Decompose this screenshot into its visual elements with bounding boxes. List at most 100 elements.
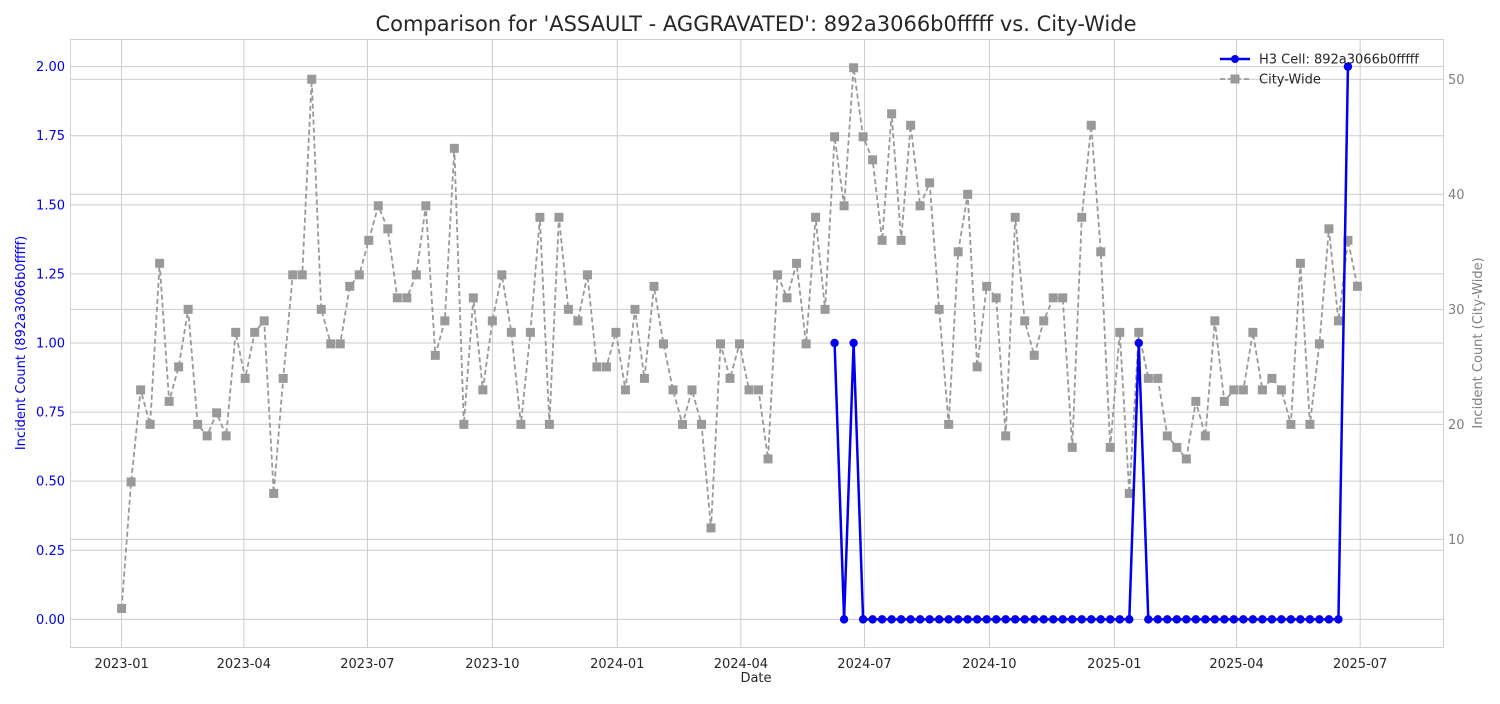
city-wide-point — [592, 362, 602, 372]
cell-point — [887, 615, 896, 624]
legend-city-marker — [1230, 74, 1240, 84]
cell-point — [1191, 615, 1201, 624]
cell-point — [1315, 615, 1324, 624]
right-y-tick-label: 40 — [1448, 188, 1465, 203]
city-wide-point — [915, 201, 925, 211]
city-wide-point — [849, 63, 859, 73]
city-wide-point — [744, 385, 754, 395]
cell-point — [1001, 615, 1010, 624]
city-wide-point — [117, 603, 127, 613]
city-wide-point — [1200, 431, 1210, 441]
city-wide-point — [373, 201, 383, 211]
x-tick-label: 2023-01 — [94, 657, 148, 672]
city-wide-point — [449, 143, 459, 153]
city-wide-point — [858, 132, 868, 142]
legend-cell-marker — [1231, 55, 1239, 63]
cell-point — [1163, 615, 1172, 624]
city-wide-point — [877, 235, 887, 245]
city-wide-point — [1115, 327, 1125, 337]
cell-series — [830, 62, 1353, 624]
city-wide-point — [896, 235, 906, 245]
city-wide-point — [639, 373, 649, 383]
city-wide-point — [963, 189, 973, 199]
city-wide-point — [459, 419, 469, 429]
x-axis-label: Date — [740, 671, 771, 686]
city-wide-point — [1067, 442, 1077, 452]
city-wide-point — [126, 477, 136, 487]
cell-point — [1172, 615, 1182, 624]
cell-point — [1305, 615, 1315, 624]
city-wide-point — [1229, 385, 1239, 395]
left-y-tick-label: 0.75 — [36, 406, 65, 421]
cell-point — [1134, 338, 1143, 348]
city-wide-point — [259, 316, 269, 326]
city-wide-point — [506, 327, 516, 337]
cell-point — [896, 615, 906, 624]
city-wide-point — [754, 385, 764, 395]
city-wide-point — [1352, 281, 1362, 291]
left-y-tick-label: 0.50 — [36, 475, 65, 490]
cell-point — [1334, 615, 1343, 624]
left-y-tick-label: 1.75 — [36, 129, 65, 144]
x-tick-label: 2024-07 — [837, 657, 891, 672]
cell-point — [925, 615, 934, 624]
city-wide-point — [1314, 339, 1324, 349]
city-wide-point — [677, 419, 687, 429]
city-wide-point — [1077, 212, 1087, 222]
x-tick-label: 2024-01 — [590, 657, 644, 672]
right-y-tick-label: 10 — [1448, 533, 1465, 548]
cell-point — [1125, 615, 1134, 624]
cell-point — [906, 615, 915, 624]
cell-point — [1267, 615, 1277, 624]
city-wide-point — [326, 339, 336, 349]
city-wide-point — [611, 327, 621, 337]
legend-city-label: City-Wide — [1259, 73, 1321, 88]
cell-point — [1039, 615, 1048, 624]
city-wide-point — [345, 281, 355, 291]
cell-point — [1030, 615, 1039, 624]
city-wide-point — [630, 304, 640, 314]
city-wide-point — [706, 523, 716, 533]
city-wide-point — [658, 339, 668, 349]
city-wide-line — [120, 67, 1359, 609]
city-wide-point — [1010, 212, 1020, 222]
city-wide-point — [944, 419, 954, 429]
cell-point — [1096, 615, 1105, 624]
city-wide-series — [117, 63, 1362, 613]
x-tick-label: 2023-04 — [217, 657, 271, 672]
right-y-axis-label: Incident Count (City-Wide) — [1471, 257, 1486, 428]
city-wide-point — [1086, 120, 1096, 130]
cell-point — [972, 615, 982, 624]
city-wide-point — [183, 304, 193, 314]
city-wide-point — [440, 316, 450, 326]
city-wide-point — [782, 293, 792, 303]
city-wide-point — [535, 212, 545, 222]
city-wide-point — [1020, 316, 1030, 326]
city-wide-point — [991, 293, 1001, 303]
city-wide-point — [953, 247, 963, 257]
cell-point — [877, 615, 887, 624]
left-y-tick-label: 1.25 — [36, 267, 65, 282]
city-wide-point — [1333, 316, 1343, 326]
city-wide-point — [1219, 396, 1229, 406]
city-wide-point — [1257, 385, 1267, 395]
city-wide-point — [1096, 247, 1106, 257]
city-wide-point — [516, 419, 526, 429]
cell-point — [849, 338, 858, 348]
city-wide-point — [830, 132, 840, 142]
cell-point — [830, 338, 839, 348]
left-y-tick-label: 1.50 — [36, 198, 65, 213]
city-wide-point — [735, 339, 745, 349]
city-wide-point — [1105, 442, 1115, 452]
city-wide-point — [402, 293, 412, 303]
city-wide-point — [297, 270, 307, 280]
legend-cell-label: H3 Cell: 892a3066b0fffff — [1259, 53, 1419, 68]
cell-point — [1210, 615, 1220, 624]
left-y-tick-label: 0.25 — [36, 544, 65, 559]
left-y-axis-label: Incident Count (892a3066b0fffff) — [14, 236, 29, 450]
city-wide-point — [136, 385, 146, 395]
cell-point — [1343, 62, 1353, 71]
cell-point — [915, 615, 925, 624]
city-wide-point — [773, 270, 783, 280]
cell-point — [839, 615, 849, 624]
